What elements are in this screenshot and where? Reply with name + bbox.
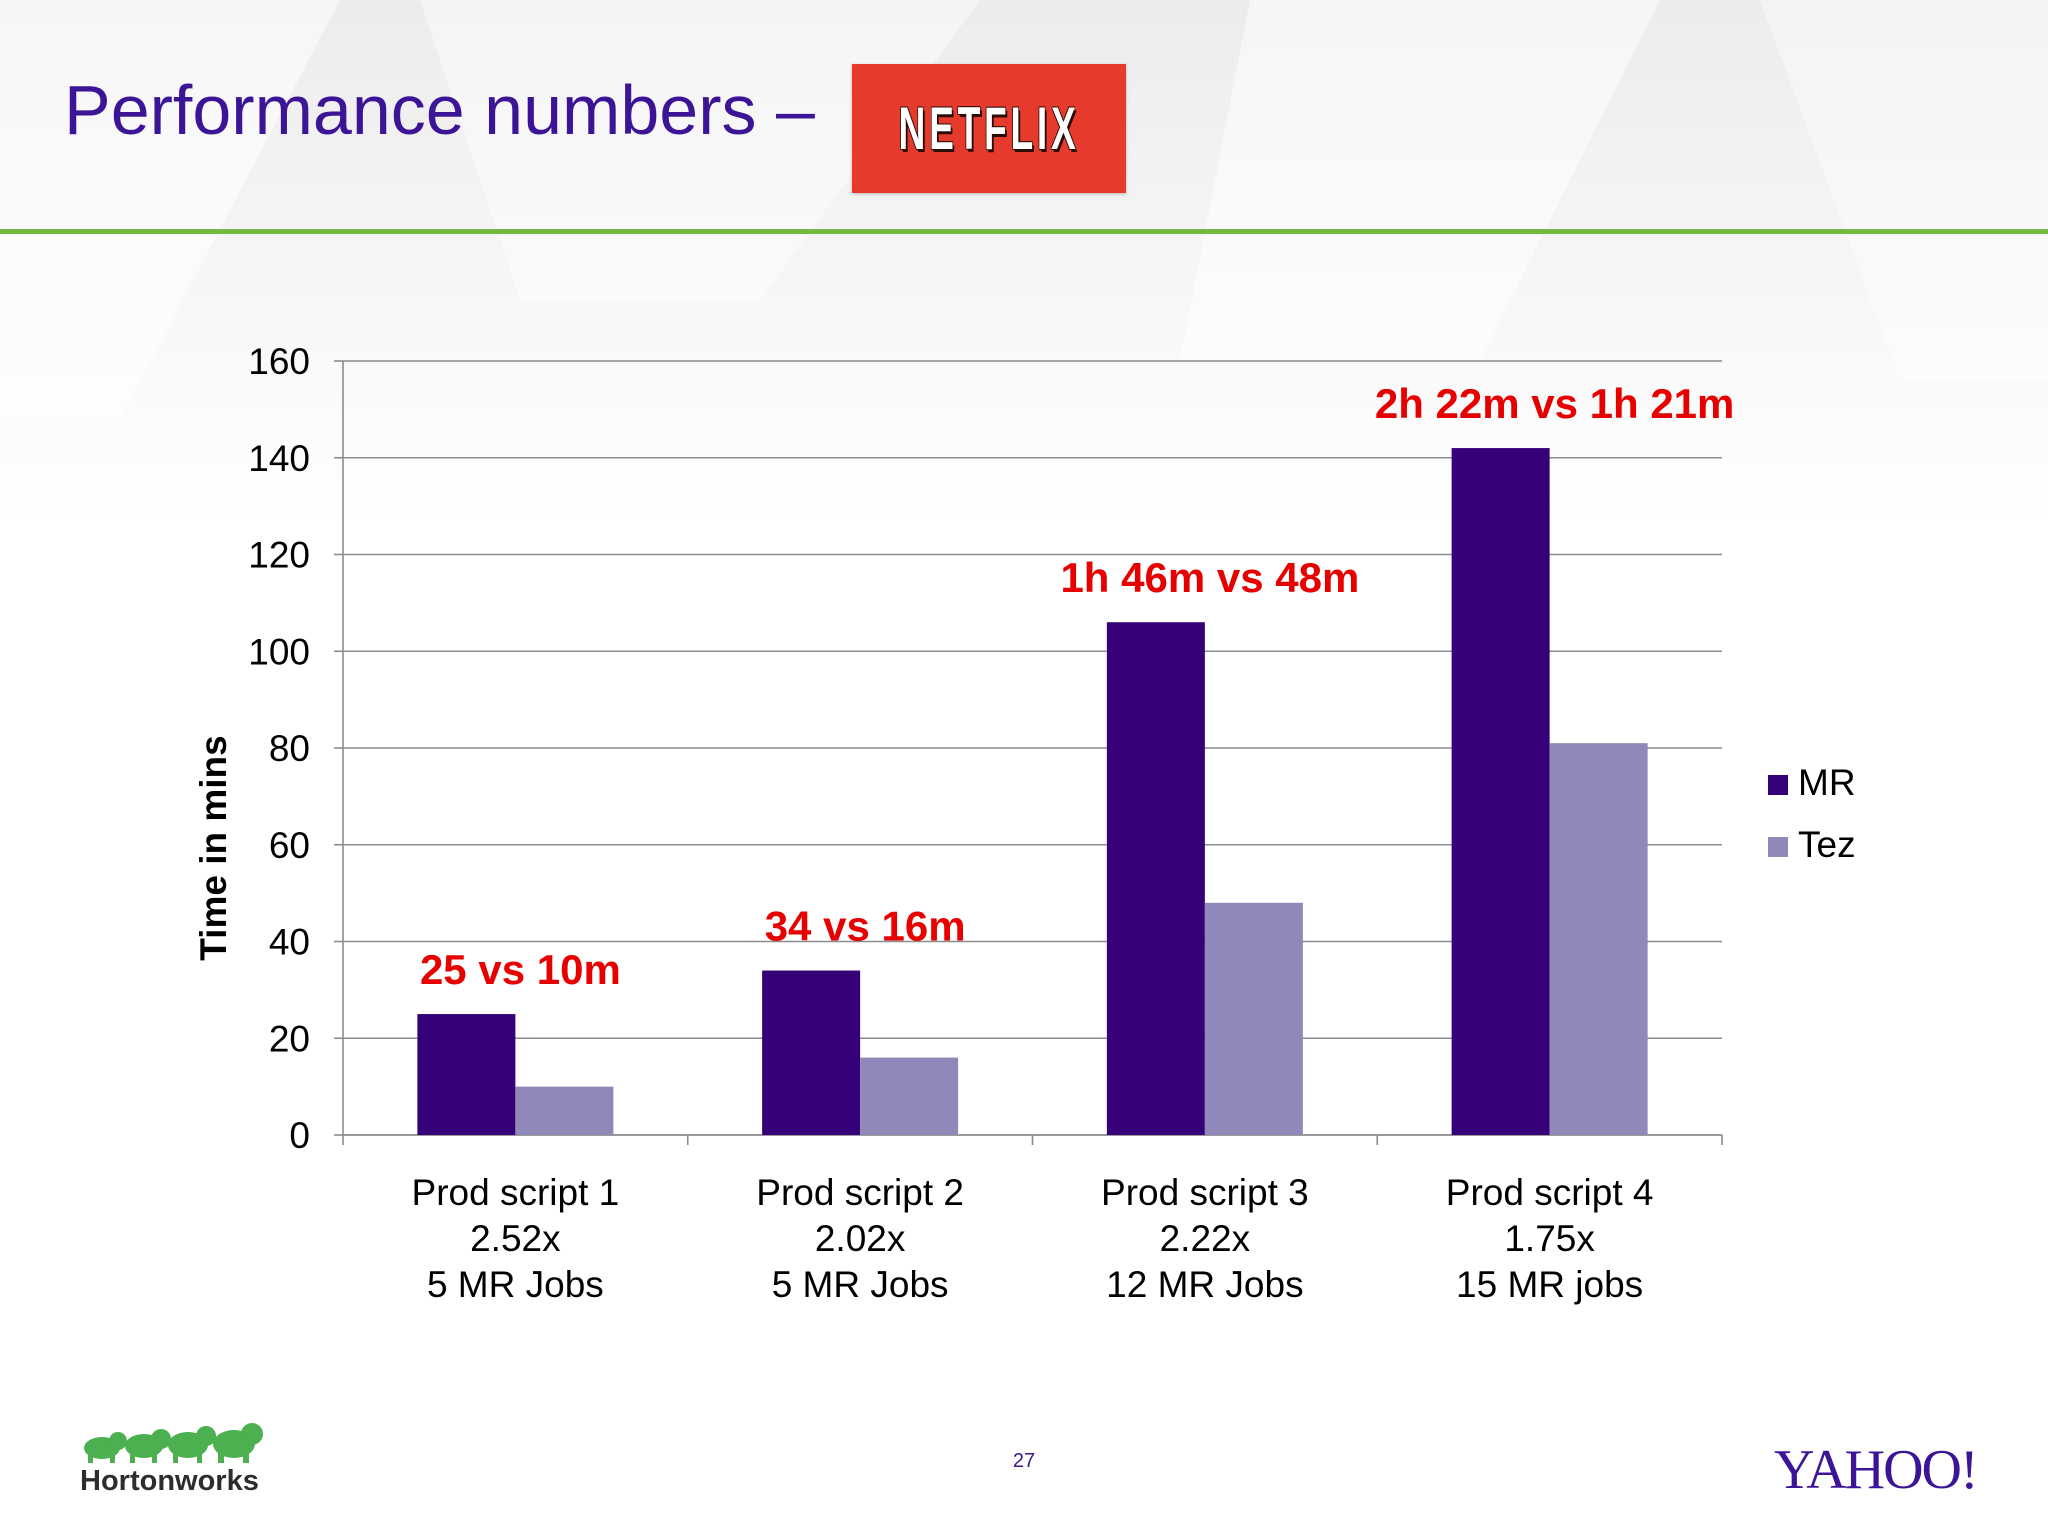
x-tick-label: 5 MR Jobs <box>772 1264 949 1305</box>
page-number: 27 <box>1012 1450 1036 1472</box>
y-tick-label: 140 <box>248 438 310 479</box>
bar-tez <box>860 1057 959 1135</box>
bar-tez <box>1204 902 1303 1135</box>
data-annotation: 34 vs 16m <box>765 903 966 950</box>
y-tick-label: 120 <box>248 535 310 576</box>
legend-label-mr: MR <box>1798 762 1856 803</box>
x-tick-label: 5 MR Jobs <box>427 1264 604 1305</box>
bar-mr <box>1451 448 1550 1135</box>
legend-swatch-tez <box>1768 837 1788 857</box>
bar-tez <box>515 1086 614 1135</box>
bar-mr <box>762 970 861 1135</box>
bar-tez <box>1549 743 1648 1135</box>
legend-label-tez: Tez <box>1798 824 1856 865</box>
bar-mr <box>417 1014 516 1135</box>
hortonworks-logo-text: Hortonworks <box>80 1465 259 1497</box>
x-tick-label: 12 MR Jobs <box>1106 1264 1303 1305</box>
x-tick-label: 1.75x <box>1504 1218 1595 1259</box>
netflix-logo-text: NETFLIX <box>898 95 1080 162</box>
x-tick-label: Prod script 4 <box>1446 1172 1654 1213</box>
x-tick-label: Prod script 1 <box>412 1172 620 1213</box>
slide-title: Performance numbers – <box>64 71 815 149</box>
y-tick-label: 100 <box>248 631 310 672</box>
title-divider <box>0 229 2048 234</box>
data-annotation: 2h 22m vs 1h 21m <box>1375 380 1735 427</box>
x-tick-label: Prod script 2 <box>756 1172 964 1213</box>
x-tick-label: 15 MR jobs <box>1456 1264 1643 1305</box>
bar-mr <box>1106 622 1205 1135</box>
y-tick-label: 160 <box>248 341 310 382</box>
elephants-icon <box>84 1423 263 1463</box>
legend-swatch-mr <box>1768 775 1788 795</box>
y-tick-label: 40 <box>269 922 310 963</box>
netflix-logo: NETFLIX <box>852 64 1126 193</box>
x-tick-label: 2.02x <box>815 1218 906 1259</box>
x-tick-label: 2.22x <box>1160 1218 1251 1259</box>
data-annotation: 1h 46m vs 48m <box>1060 554 1359 601</box>
data-annotation: 25 vs 10m <box>420 946 621 993</box>
y-tick-label: 60 <box>269 825 310 866</box>
y-tick-label: 0 <box>289 1115 310 1156</box>
y-tick-label: 20 <box>269 1018 310 1059</box>
hortonworks-logo: Hortonworks <box>80 1420 270 1500</box>
x-tick-label: Prod script 3 <box>1101 1172 1309 1213</box>
yahoo-logo: YAHOO! <box>1774 1439 1979 1501</box>
y-axis-title: Time in mins <box>193 735 234 961</box>
y-tick-label: 80 <box>269 728 310 769</box>
x-tick-label: 2.52x <box>470 1218 561 1259</box>
